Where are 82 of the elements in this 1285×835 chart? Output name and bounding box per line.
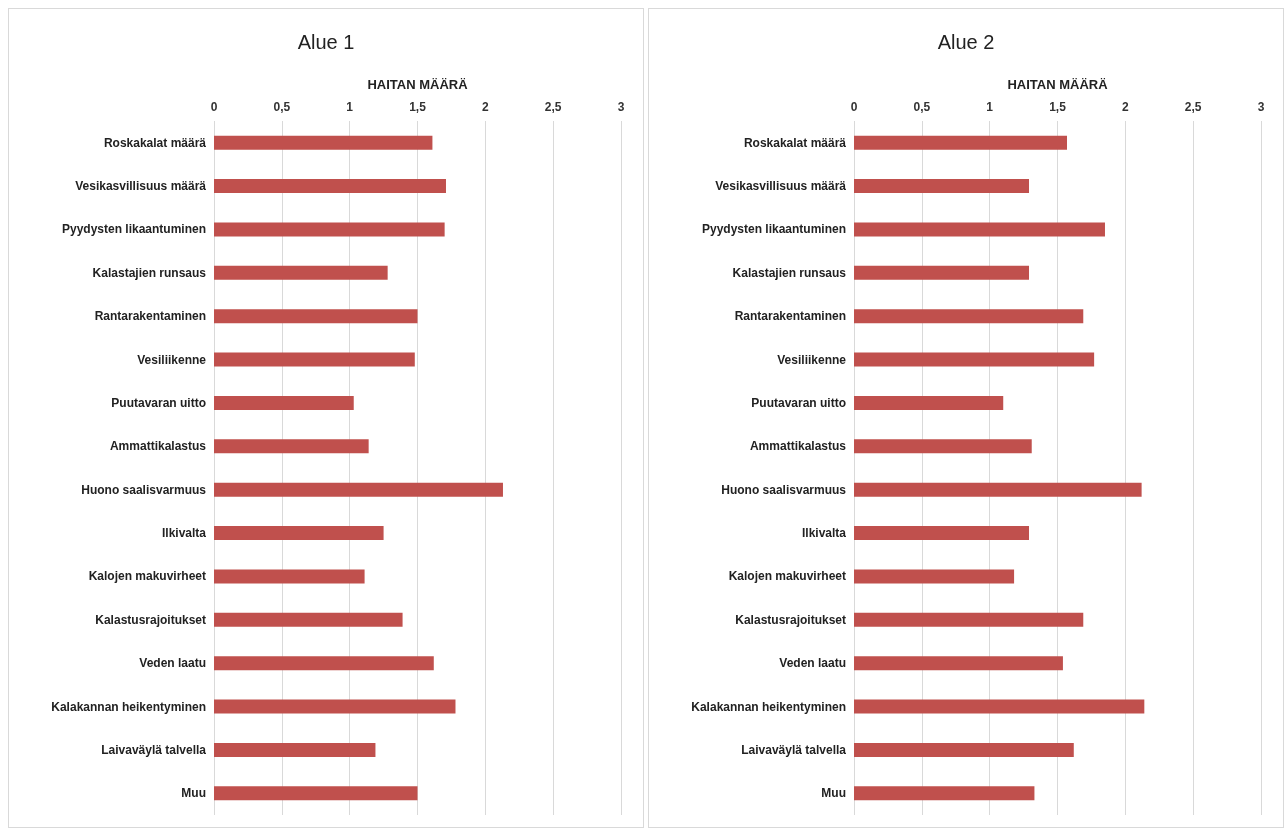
bar [214,265,388,280]
y-tick-label: Kalastajien runsaus [732,265,847,280]
x-tick-label: 2,5 [544,100,562,114]
y-tick-label: Rantarakentaminen [94,309,206,324]
y-tick-label: Kalastajien runsaus [92,265,207,280]
x-tick-label: 0,5 [913,100,931,114]
bar [854,569,1015,584]
bar [854,699,1145,714]
bar [214,569,365,584]
x-tick-label: 2,5 [1184,100,1202,114]
x-tick-label: 1,5 [409,100,427,114]
y-tick-label: Kalojen makuvirheet [728,569,846,584]
bar [854,309,1084,324]
x-tick-label: 1,5 [1049,100,1067,114]
x-tick-label: 0 [850,100,858,114]
bar [214,742,376,757]
y-tick-label: Vesiliikenne [137,352,207,367]
y-tick-label: Kalastusrajoitukset [735,612,846,627]
bar [854,439,1032,454]
x-axis-title: HAITAN MÄÄRÄ [367,77,469,92]
bar [854,222,1105,237]
bar [854,786,1035,801]
bar [214,699,456,714]
y-tick-label: Veden laatu [779,656,846,671]
x-tick-label: 0 [210,100,218,114]
y-tick-label: Puutavaran uitto [111,395,206,410]
bar [214,656,434,671]
y-tick-label: Laivaväylä talvella [101,742,207,757]
x-axis-title: HAITAN MÄÄRÄ [1007,77,1109,92]
y-tick-label: Huono saalisvarmuus [721,482,847,497]
y-tick-label: Kalastusrajoitukset [95,612,206,627]
y-tick-label: Vesikasvillisuus määrä [715,179,847,194]
x-tick-label: 2 [1121,100,1129,114]
bar [214,179,446,194]
bar [214,395,354,410]
bar [214,352,415,367]
y-tick-label: Rantarakentaminen [734,309,846,324]
y-tick-label: Ammattikalastus [109,439,207,454]
x-tick-label: 3 [1257,100,1265,114]
bar [854,526,1030,541]
bar [214,439,369,454]
bar [854,612,1084,627]
y-tick-label: Ilkivalta [801,526,847,541]
y-tick-label: Kalakannan heikentyminen [51,699,206,714]
x-tick-label: 2 [481,100,489,114]
y-tick-label: Roskakalat määrä [103,135,207,150]
x-tick-label: 3 [617,100,625,114]
bar [854,656,1063,671]
bar [854,482,1142,497]
bar [214,309,418,324]
y-tick-label: Vesikasvillisuus määrä [75,179,207,194]
bar [854,265,1030,280]
y-tick-label: Roskakalat määrä [743,135,847,150]
bar [214,135,433,150]
bar [854,179,1030,194]
y-tick-label: Muu [181,786,206,801]
bar [854,395,1004,410]
bar [214,526,384,541]
y-tick-label: Muu [821,786,846,801]
y-tick-label: Pyydysten likaantuminen [701,222,846,237]
y-tick-label: Veden laatu [139,656,206,671]
y-tick-label: Ammattikalastus [749,439,847,454]
bar [854,135,1067,150]
bar [214,222,445,237]
x-tick-label: 1 [986,100,994,114]
y-tick-label: Laivaväylä talvella [741,742,847,757]
x-tick-label: 0,5 [273,100,291,114]
y-tick-label: Puutavaran uitto [751,395,846,410]
chart-title: Alue 1 [297,31,355,53]
x-tick-label: 1 [346,100,354,114]
y-tick-label: Kalojen makuvirheet [88,569,206,584]
y-tick-label: Ilkivalta [161,526,207,541]
y-tick-label: Huono saalisvarmuus [81,482,207,497]
chart-title: Alue 2 [937,31,995,53]
y-tick-label: Pyydysten likaantuminen [61,222,206,237]
bar [214,612,403,627]
y-tick-label: Kalakannan heikentyminen [691,699,846,714]
bar [214,482,503,497]
bar [854,352,1095,367]
y-tick-label: Vesiliikenne [777,352,847,367]
bar [854,742,1074,757]
bar [214,786,418,801]
